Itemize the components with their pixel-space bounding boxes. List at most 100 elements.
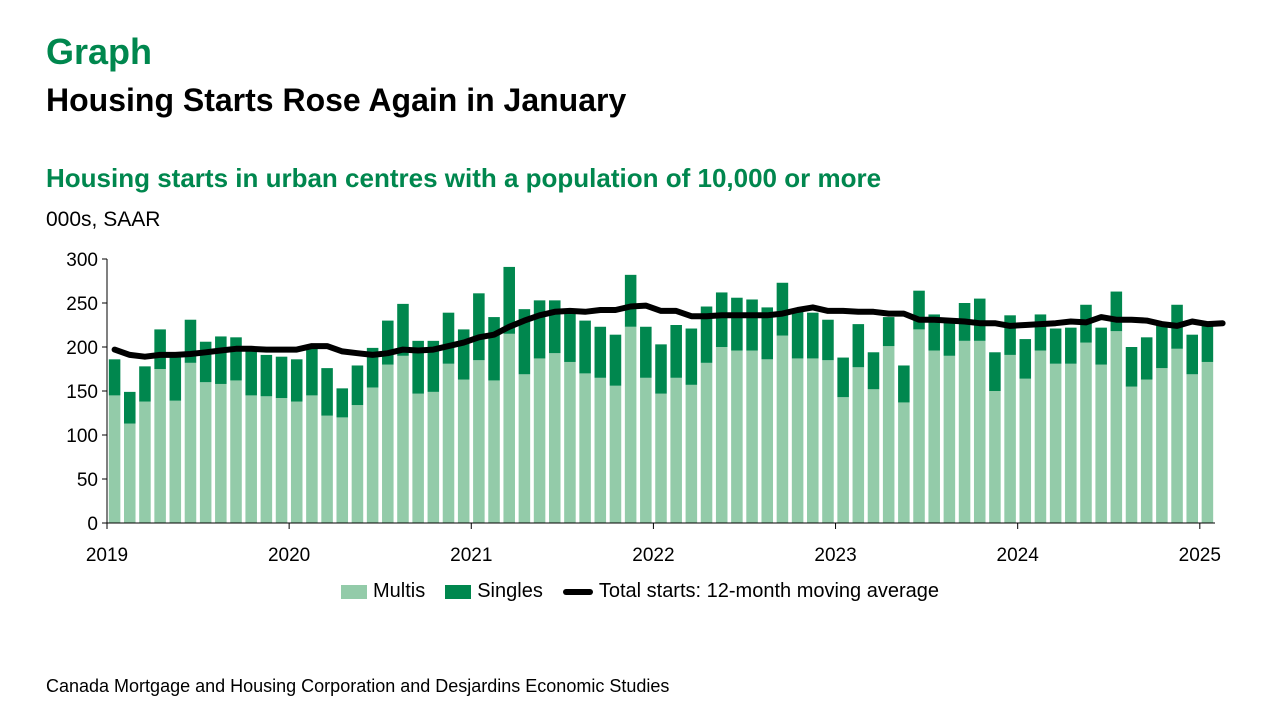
y-tick-label: 200 [66,338,98,359]
bar-multis [351,405,364,523]
bar-multis [564,361,576,523]
bar-multis [943,355,956,523]
bar-singles [1186,334,1199,375]
bar-multis [154,369,166,523]
moving-average-line [111,302,1226,360]
bars-group [108,266,1214,523]
bar-singles [230,337,242,381]
legend-swatch-average [562,588,593,595]
y-tick-label: 250 [66,294,98,315]
bar-singles [928,314,940,351]
bar-singles [245,350,257,396]
legend: Multis Singles Total starts: 12-month mo… [0,580,1280,603]
bar-singles [852,324,865,368]
bar-singles [685,328,698,385]
bar-singles [989,352,1001,391]
x-tick-label: 2024 [997,545,1040,566]
bar-singles [275,356,288,399]
bar-multis [1171,348,1183,523]
source-note: Canada Mortgage and Housing Corporation … [46,676,670,696]
bar-multis [609,385,622,523]
legend-label-multis: Multis [372,580,426,602]
bar-singles [457,329,470,380]
bar-multis [290,401,303,523]
bar-multis [548,353,561,523]
bar-singles [154,329,166,369]
bar-multis [761,359,774,523]
bar-singles [913,290,925,330]
bar-singles [898,365,910,403]
bar-multis [1110,331,1123,523]
bar-multis [473,360,485,523]
bar-multis [275,398,288,523]
chart-subtitle: Housing starts in urban centres with a p… [46,163,882,193]
bar-multis [746,350,758,523]
bar-multis [457,379,470,523]
bar-singles [1095,327,1107,365]
bar-multis [503,333,515,523]
bar-multis [594,377,607,523]
bar-singles [473,293,485,361]
y-tick-label: 300 [66,250,98,271]
bar-singles [700,306,713,363]
bar-multis [1004,354,1016,523]
bar-multis [1095,364,1107,523]
bar-multis [169,400,182,523]
bar-singles [1049,328,1062,364]
bar-multis [230,380,242,523]
x-tick-label: 2023 [814,545,856,566]
bar-singles [973,298,986,341]
y-tick-label: 150 [66,382,98,403]
bar-singles [564,311,576,362]
bar-singles [442,312,455,364]
bar-multis [640,377,652,523]
bar-multis [382,364,394,523]
bar-singles [184,319,197,363]
bar-singles [882,317,895,347]
bar-singles [822,319,834,361]
legend-swatch-multis [340,584,367,599]
bar-multis [442,363,455,523]
bar-singles [139,366,151,402]
y-tick-label: 50 [77,470,98,491]
bar-singles [548,300,561,354]
bar-singles [715,292,728,347]
bar-singles [1110,291,1123,332]
legend-label-average: Total starts: 12-month moving average [598,580,939,602]
bar-multis [1125,386,1138,523]
bar-multis [913,329,925,523]
bar-multis [184,362,197,523]
bar-singles [1140,337,1153,380]
bar-multis [655,393,667,523]
y-tick-label: 0 [87,514,98,535]
bar-multis [731,350,743,523]
bar-multis [1049,363,1062,523]
bar-multis [260,396,273,523]
bar-multis [822,360,834,523]
bar-singles [215,336,227,384]
bar-multis [306,395,318,523]
bar-singles [108,359,121,396]
housing-starts-chart: 0 50 100 150 200 250 300 2019 2020 2021 2022 2023 20… [66,250,1226,566]
bar-singles [382,320,394,365]
bar-multis [670,377,682,523]
bar-singles [624,274,637,327]
bar-singles [1034,314,1047,351]
bar-singles [412,340,424,394]
bar-singles [943,321,956,356]
bar-singles [640,326,652,378]
y-tick-label: 100 [66,426,98,447]
axes-group: 0 50 100 150 200 250 300 2019 2020 2021 2022 2023 20… [66,250,1221,566]
bar-singles [290,359,303,402]
bar-multis [700,362,713,523]
bar-singles [776,282,789,336]
bar-multis [1034,350,1047,523]
bar-singles [336,388,349,418]
bar-singles [1125,347,1138,387]
legend-item-singles: Singles [445,580,543,603]
bar-singles [123,391,136,424]
bar-multis [533,358,546,523]
bar-multis [579,373,591,523]
bar-singles [655,344,667,394]
bar-singles [1201,323,1214,362]
